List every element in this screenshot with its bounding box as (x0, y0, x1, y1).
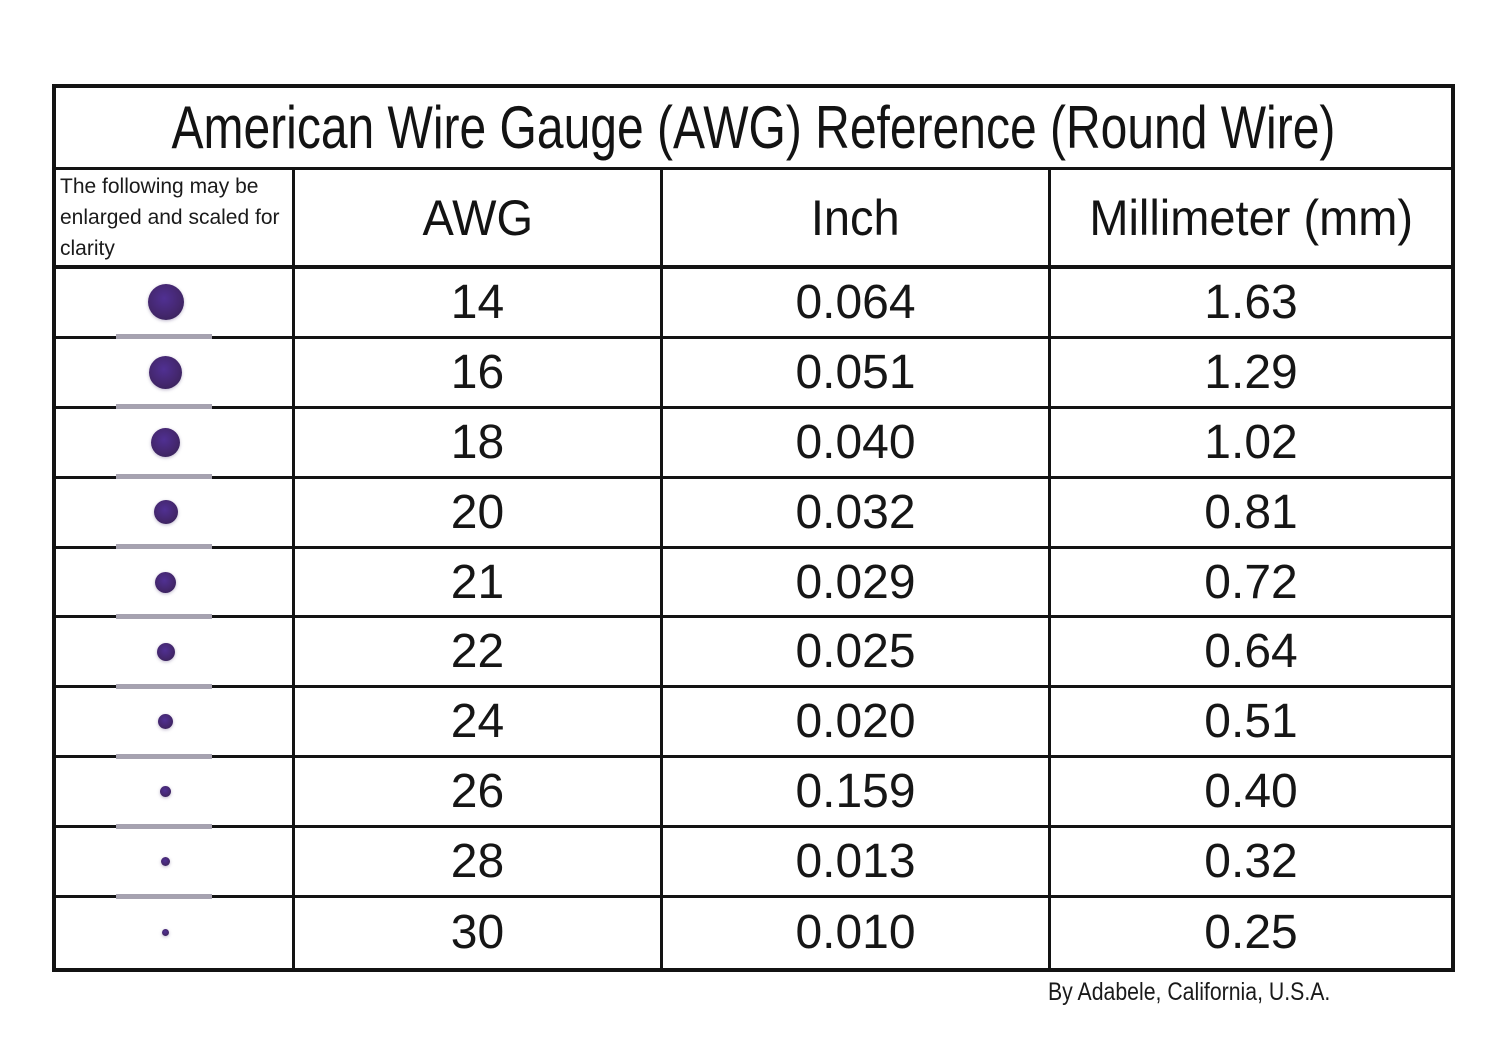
column-header-inch: Inch (663, 170, 1051, 265)
wire-gauge-dot (161, 857, 170, 867)
table-row: 16 0.051 1.29 (56, 334, 1451, 409)
dot-separator-line (116, 823, 212, 829)
wire-gauge-dot (158, 714, 173, 730)
mm-value: 1.29 (1204, 345, 1298, 399)
mm-value: 0.32 (1204, 835, 1298, 889)
column-header-awg: AWG (295, 170, 663, 265)
mm-value: 0.51 (1204, 695, 1298, 749)
awg-reference-table: American Wire Gauge (AWG) Reference (Rou… (52, 84, 1455, 972)
dot-separator-line (116, 544, 212, 550)
wire-gauge-dot (147, 284, 184, 321)
inch-value: 0.051 (663, 338, 1051, 406)
wire-gauge-dot (153, 500, 178, 525)
awg-value: 21 (295, 548, 663, 616)
wire-size-dot-cell (56, 269, 295, 336)
table-header-row: The following may be enlarged and scaled… (56, 170, 1451, 269)
note-text: The following may be enlarged and scaled… (60, 175, 280, 260)
inch-value: 0.032 (663, 478, 1051, 546)
column-header-mm-label: Millimeter (mm) (1089, 189, 1413, 246)
table-row: 26 0.159 0.40 (56, 753, 1451, 829)
table-title: American Wire Gauge (AWG) Reference (Rou… (171, 94, 1336, 161)
wire-size-dot-cell (56, 334, 295, 406)
mm-value: 1.63 (1204, 275, 1298, 329)
table-row: 21 0.029 0.72 (56, 544, 1451, 619)
awg-value: 22 (295, 618, 663, 686)
inch-value: 0.020 (663, 688, 1051, 756)
wire-size-dot-cell (56, 683, 295, 756)
table-row: 24 0.020 0.51 (56, 683, 1451, 759)
inch-value: 0.010 (663, 898, 1051, 968)
wire-gauge-dot (156, 642, 175, 661)
dot-separator-line (116, 404, 212, 410)
table-row: 30 0.010 0.25 (56, 893, 1451, 968)
wire-gauge-dot (160, 786, 171, 798)
mm-value: 0.40 (1204, 765, 1298, 819)
mm-value: 0.25 (1204, 906, 1298, 960)
awg-value: 18 (295, 408, 663, 476)
wire-size-dot-cell (56, 893, 295, 968)
dot-separator-line (116, 683, 212, 689)
table-row: 20 0.032 0.81 (56, 474, 1451, 549)
mm-value: 0.81 (1204, 485, 1298, 539)
wire-gauge-dot (155, 571, 176, 593)
awg-value: 26 (295, 758, 663, 826)
awg-value: 24 (295, 688, 663, 756)
mm-value: 0.64 (1204, 625, 1298, 679)
inch-value: 0.159 (663, 758, 1051, 826)
table-title-row: American Wire Gauge (AWG) Reference (Rou… (56, 88, 1451, 170)
awg-value: 30 (295, 898, 663, 968)
inch-value: 0.013 (663, 828, 1051, 896)
awg-value: 14 (295, 269, 663, 336)
wire-size-dot-cell (56, 753, 295, 826)
inch-value: 0.029 (663, 548, 1051, 616)
table-row: 14 0.064 1.63 (56, 269, 1451, 339)
wire-size-dot-cell (56, 823, 295, 896)
table-row: 22 0.025 0.64 (56, 613, 1451, 689)
awg-value: 16 (295, 338, 663, 406)
mm-value: 1.02 (1204, 415, 1298, 469)
inch-value: 0.064 (663, 269, 1051, 336)
note-cell: The following may be enlarged and scaled… (56, 170, 295, 265)
inch-value: 0.025 (663, 618, 1051, 686)
table-row: 18 0.040 1.02 (56, 404, 1451, 479)
wire-gauge-dot (162, 929, 169, 937)
wire-size-dot-cell (56, 474, 295, 546)
awg-value: 28 (295, 828, 663, 896)
table-body: 14 0.064 1.63 16 0.051 1.29 18 0.040 1.0… (56, 269, 1451, 968)
mm-value: 0.72 (1204, 555, 1298, 609)
wire-size-dot-cell (56, 404, 295, 476)
wire-gauge-dot (149, 355, 182, 389)
column-header-inch-label: Inch (811, 189, 900, 246)
dot-separator-line (116, 753, 212, 759)
table-row: 28 0.013 0.32 (56, 823, 1451, 899)
credit-line: By Adabele, California, U.S.A. (1048, 978, 1331, 1006)
wire-size-dot-cell (56, 613, 295, 686)
inch-value: 0.040 (663, 408, 1051, 476)
column-header-mm: Millimeter (mm) (1051, 170, 1451, 265)
column-header-awg-label: AWG (422, 189, 533, 246)
dot-separator-line (116, 334, 212, 340)
dot-separator-line (116, 893, 212, 899)
dot-separator-line (116, 613, 212, 619)
wire-size-dot-cell (56, 544, 295, 616)
wire-gauge-dot (151, 427, 180, 457)
dot-separator-line (116, 474, 212, 480)
awg-value: 20 (295, 478, 663, 546)
